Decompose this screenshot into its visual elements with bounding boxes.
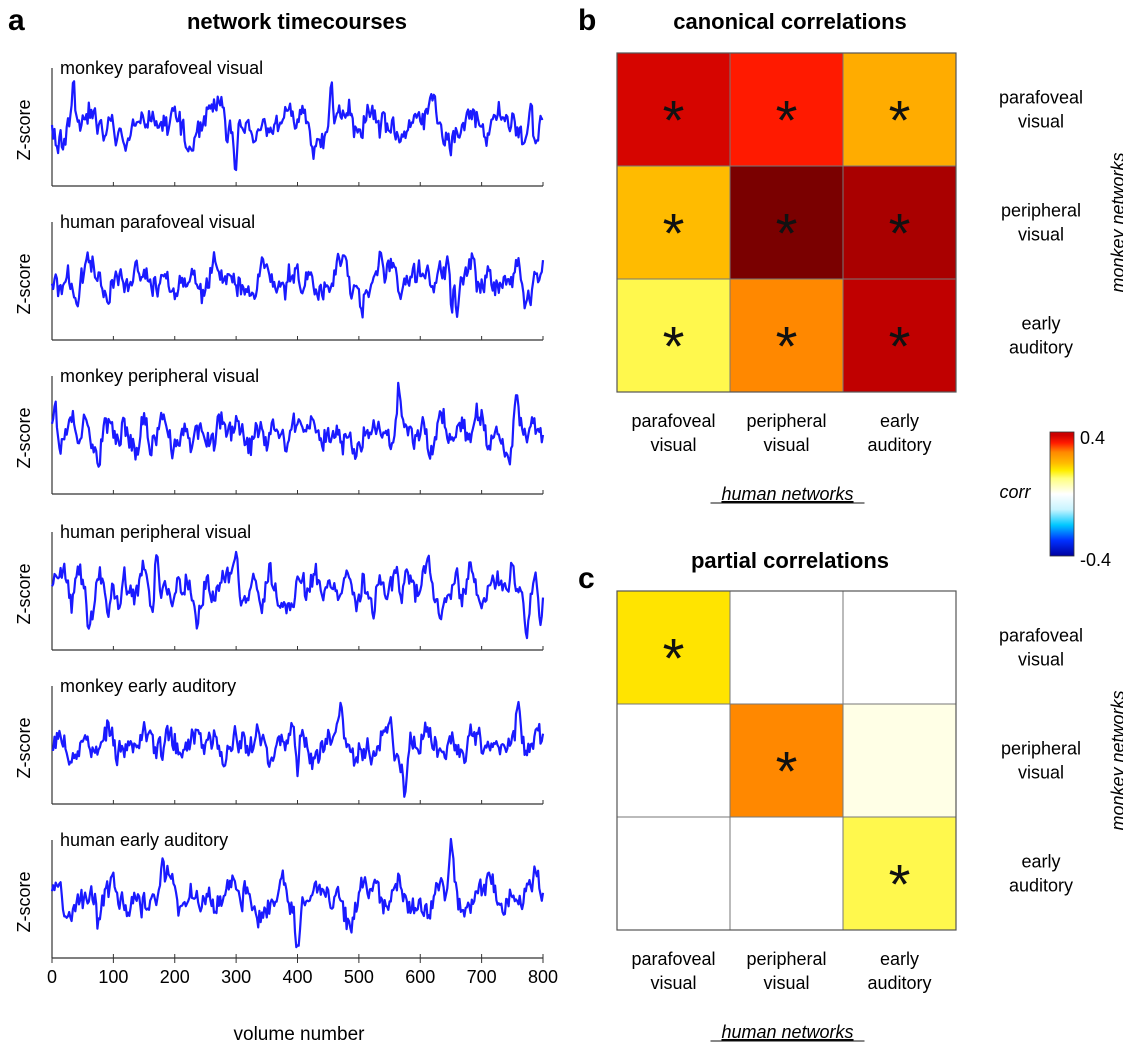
significance-marker: * bbox=[776, 740, 798, 803]
x-tick-label: 100 bbox=[98, 967, 128, 987]
y-axis-label: Z-score bbox=[14, 99, 34, 160]
timecourse-plot: Z-score human parafoveal visual bbox=[14, 212, 545, 341]
canonical-title: canonical correlations bbox=[673, 9, 907, 34]
timecourse-plot: Z-score monkey early auditory bbox=[14, 676, 545, 805]
timecourse-plots: Z-score monkey parafoveal visual Z-score hu… bbox=[14, 58, 545, 959]
x-tick-label: 600 bbox=[405, 967, 435, 987]
series-label: monkey parafoveal visual bbox=[60, 58, 263, 78]
timecourse-plot: Z-score human early auditory bbox=[14, 830, 545, 959]
series-label: human peripheral visual bbox=[60, 522, 251, 542]
significance-marker: * bbox=[889, 89, 911, 152]
timecourses-title: network timecourses bbox=[187, 9, 407, 34]
heatmap-frame bbox=[616, 590, 957, 931]
panel-letter-b: b bbox=[578, 4, 596, 37]
colorbar-min-label: -0.4 bbox=[1080, 550, 1111, 570]
timecourse-line bbox=[51, 700, 545, 798]
colorbar bbox=[1049, 431, 1075, 557]
colorbar-label: corr bbox=[1000, 482, 1032, 502]
timecourse-line bbox=[51, 550, 545, 640]
timecourse-plot: Z-score monkey peripheral visual bbox=[14, 366, 545, 495]
heatmap-cell bbox=[616, 278, 731, 393]
row-label: early auditory bbox=[1009, 852, 1073, 896]
timecourse-plot: Z-score monkey parafoveal visual bbox=[14, 58, 544, 187]
x-tick-label: 700 bbox=[467, 967, 497, 987]
row-label: peripheral visual bbox=[1001, 201, 1081, 245]
significance-marker: * bbox=[776, 315, 798, 378]
row-label: peripheral visual bbox=[1001, 739, 1081, 783]
x-tick-label: 300 bbox=[221, 967, 251, 987]
heatmap-y-title: monkey networks bbox=[1108, 152, 1123, 292]
significance-marker: * bbox=[889, 853, 911, 916]
heatmap-x-title: human networks bbox=[721, 1022, 853, 1042]
column-label: peripheral visual bbox=[746, 949, 826, 993]
x-axis: 0 100 200 300 400 500 600 700 800 bbox=[47, 958, 558, 987]
heatmap-cell bbox=[616, 165, 731, 280]
significance-marker: * bbox=[889, 315, 911, 378]
heatmap-frame bbox=[616, 52, 957, 393]
column-label: parafoveal visual bbox=[631, 411, 715, 455]
row-label: early auditory bbox=[1009, 314, 1073, 358]
heatmap-cell bbox=[842, 590, 957, 705]
y-axis-label: Z-score bbox=[14, 253, 34, 314]
timecourse-line bbox=[50, 381, 545, 468]
heatmap-cell bbox=[616, 52, 731, 167]
heatmap-cell bbox=[616, 816, 731, 931]
panel-letter-c: c bbox=[578, 562, 595, 595]
heatmap-x-title: human networks bbox=[721, 484, 853, 504]
significance-marker: * bbox=[663, 89, 685, 152]
heatmap-cell bbox=[729, 816, 844, 931]
significance-marker: * bbox=[889, 202, 911, 265]
series-label: human early auditory bbox=[60, 830, 228, 850]
y-axis-label: Z-score bbox=[14, 717, 34, 778]
column-label: early auditory bbox=[867, 411, 931, 455]
heatmap-cell bbox=[729, 590, 844, 705]
heatmap-cell bbox=[842, 278, 957, 393]
heatmap-y-title: monkey networks bbox=[1108, 690, 1123, 830]
column-label: peripheral visual bbox=[746, 411, 826, 455]
column-label: early auditory bbox=[867, 949, 931, 993]
significance-marker: * bbox=[663, 202, 685, 265]
row-label: parafoveal visual bbox=[999, 88, 1083, 132]
heatmap-cell bbox=[729, 703, 844, 818]
timecourse-line bbox=[50, 80, 544, 172]
significance-marker: * bbox=[663, 627, 685, 690]
series-label: human parafoveal visual bbox=[60, 212, 255, 232]
timecourse-plot: Z-score human peripheral visual bbox=[14, 522, 545, 651]
timecourse-line bbox=[50, 250, 545, 319]
colorbar-max-label: 0.4 bbox=[1080, 428, 1105, 448]
heatmap-cell bbox=[616, 703, 731, 818]
timecourse-line bbox=[50, 837, 545, 949]
x-tick-label: 800 bbox=[528, 967, 558, 987]
y-axis-label: Z-score bbox=[14, 563, 34, 624]
heatmap-cell bbox=[842, 165, 957, 280]
significance-marker: * bbox=[776, 89, 798, 152]
heatmap-cell bbox=[842, 703, 957, 818]
x-tick-label: 0 bbox=[47, 967, 57, 987]
y-axis-label: Z-score bbox=[14, 407, 34, 468]
x-tick-label: 400 bbox=[282, 967, 312, 987]
canonical-heatmap: * * * * * * * * * parafoveal visual peripheral visua… bbox=[616, 52, 1123, 504]
x-tick-label: 500 bbox=[344, 967, 374, 987]
panel-letter-a: a bbox=[8, 4, 25, 37]
y-axis-label: Z-score bbox=[14, 871, 34, 932]
partial-title: partial correlations bbox=[691, 548, 889, 573]
significance-marker: * bbox=[663, 315, 685, 378]
column-label: parafoveal visual bbox=[631, 949, 715, 993]
x-axis-label: volume number bbox=[234, 1024, 366, 1043]
x-tick-label: 200 bbox=[160, 967, 190, 987]
series-label: monkey early auditory bbox=[60, 676, 236, 696]
partial-heatmap: * * * parafoveal visual peripheral visual early… bbox=[616, 590, 1123, 1042]
heatmap-cell bbox=[729, 165, 844, 280]
series-label: monkey peripheral visual bbox=[60, 366, 259, 386]
significance-marker: * bbox=[776, 202, 798, 265]
row-label: parafoveal visual bbox=[999, 626, 1083, 670]
